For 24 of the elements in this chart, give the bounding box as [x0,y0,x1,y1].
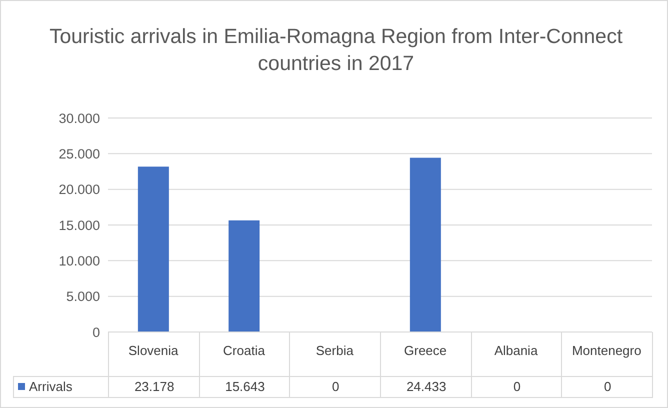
y-tick-label: 20.000 [58,182,100,198]
x-tick-label: Greece [404,343,447,358]
y-tick-label: 5.000 [66,289,100,304]
data-label: 0 [512,379,522,394]
x-tick-label: Croatia [223,343,266,358]
data-label: 24.433 [405,379,448,394]
x-tick-label: Albania [494,343,538,358]
x-tick-label: Montenegro [572,343,642,358]
bar [410,158,441,332]
data-label: 0 [331,379,340,394]
data-label: 15.643 [224,379,266,394]
y-tick-label: 30.000 [58,110,100,126]
y-tick-label: 15.000 [58,218,100,233]
data-label: 0 [603,379,612,394]
y-tick-label: 10.000 [58,253,100,268]
legend-label: Arrivals [29,379,72,394]
bar [228,220,260,332]
chart-title: Touristic arrivals in Emilia-Romagna Region from Inter-Connect countries in 2017 [48,24,624,77]
y-tick-label: 25.000 [58,146,100,162]
x-tick-label: Slovenia [128,343,180,358]
y-tick-label: 0 [92,324,100,340]
bar [138,166,169,332]
x-tick-label: Serbia [316,343,354,358]
data-label: 23.178 [133,379,176,394]
